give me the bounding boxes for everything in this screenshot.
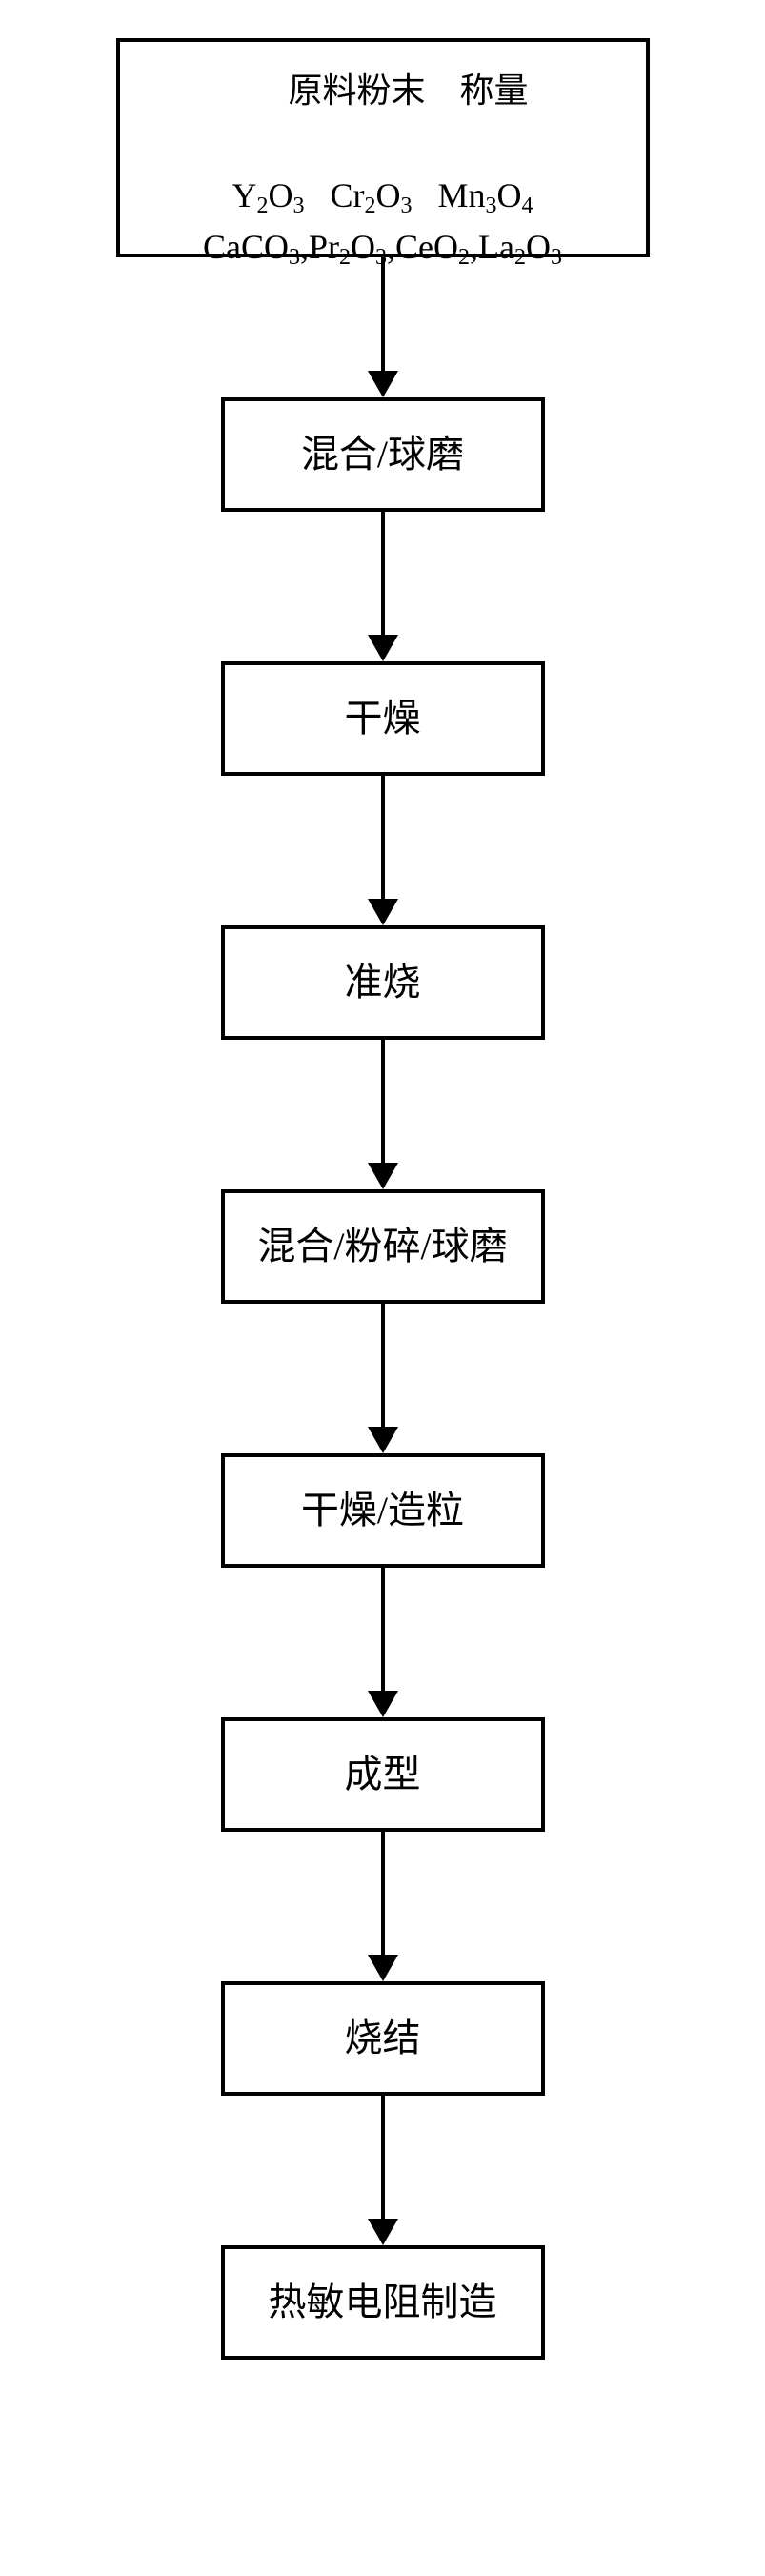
start-box-title: 原料粉末 称量 (236, 23, 528, 152)
flowchart-container: 原料粉末 称量 Y2O3 Cr2O3 Mn3O4 CaCO3,Pr2O3,CeO… (116, 38, 650, 2360)
step-label: 成型 (345, 1755, 421, 1794)
chem-subscript: 3 (375, 245, 387, 270)
chem-base: Cr (330, 176, 364, 214)
step-box: 成型 (221, 1717, 545, 1832)
step-label: 热敏电阻制造 (269, 2283, 497, 2322)
arrow (368, 1568, 398, 1717)
chem-subscript: 3 (486, 193, 497, 218)
arrow-line (381, 1832, 385, 1956)
arrow-line (381, 776, 385, 900)
step-box: 准烧 (221, 925, 545, 1040)
title-gap (426, 71, 460, 110)
arrow-head-icon (368, 1955, 398, 1981)
title-left: 原料粉末 (288, 71, 425, 110)
step-label: 混合/粉碎/球磨 (257, 1227, 507, 1266)
arrow (368, 1304, 398, 1453)
step-label: 干燥 (345, 700, 421, 738)
chem-line-1: Y2O3 Cr2O3 Mn3O4 (232, 170, 533, 221)
arrow (368, 512, 398, 661)
step-box: 混合/球磨 (221, 397, 545, 512)
step-label: 准烧 (345, 963, 421, 1002)
chem-base: O (375, 176, 400, 214)
arrow-line (381, 257, 385, 372)
chem-subscript: 3 (400, 193, 412, 218)
title-right: 称量 (460, 71, 529, 110)
arrow-line (381, 2096, 385, 2220)
step-label: 干燥/造粒 (301, 1491, 464, 1530)
chem-sep (412, 176, 437, 214)
step-box: 混合/粉碎/球磨 (221, 1189, 545, 1304)
chem-subscript: 3 (292, 193, 304, 218)
chem-sep (304, 176, 330, 214)
arrow-line (381, 1304, 385, 1428)
chem-subscript: 4 (522, 193, 533, 218)
chem-subscript: 2 (339, 245, 351, 270)
arrow-head-icon (368, 635, 398, 661)
arrow (368, 1040, 398, 1189)
arrow (368, 776, 398, 925)
chem-subscript: 2 (514, 245, 526, 270)
step-label: 混合/球磨 (301, 436, 464, 474)
step-label: 烧结 (345, 2019, 421, 2058)
step-box: 热敏电阻制造 (221, 2245, 545, 2360)
step-box: 干燥/造粒 (221, 1453, 545, 1568)
arrow-line (381, 1040, 385, 1164)
chem-base: Y (232, 176, 256, 214)
chem-base: O (268, 176, 292, 214)
chem-subscript: 3 (289, 245, 300, 270)
arrow-head-icon (368, 1427, 398, 1453)
start-box: 原料粉末 称量 Y2O3 Cr2O3 Mn3O4 CaCO3,Pr2O3,CeO… (116, 38, 650, 257)
arrow-line (381, 1568, 385, 1692)
arrow-head-icon (368, 371, 398, 397)
chem-subscript: 2 (458, 245, 470, 270)
step-box: 干燥 (221, 661, 545, 776)
step-box: 烧结 (221, 1981, 545, 2096)
arrow-line (381, 512, 385, 636)
chem-subscript: 3 (551, 245, 562, 270)
arrow (368, 1832, 398, 1981)
chem-base: Mn (437, 176, 485, 214)
arrow (368, 257, 398, 397)
arrow-head-icon (368, 1163, 398, 1189)
chem-subscript: 2 (256, 193, 268, 218)
arrow-head-icon (368, 899, 398, 925)
chem-base: O (497, 176, 522, 214)
arrow-head-icon (368, 2219, 398, 2245)
chem-subscript: 2 (364, 193, 375, 218)
arrow (368, 2096, 398, 2245)
arrow-head-icon (368, 1691, 398, 1717)
